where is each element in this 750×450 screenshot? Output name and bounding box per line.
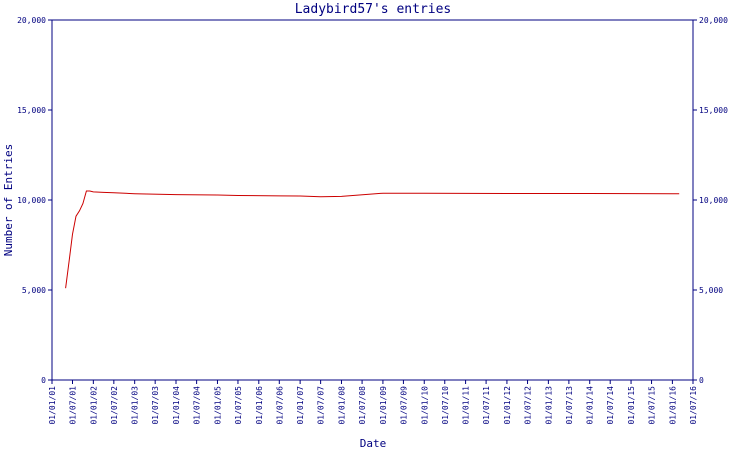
x-tick-label: 01/07/12 bbox=[524, 386, 533, 425]
y-axis-left: 0 5,000 10,000 15,000 20,000 bbox=[17, 16, 52, 385]
y-axis-label: Number of Entries bbox=[2, 144, 15, 257]
x-tick-label: 01/01/02 bbox=[89, 386, 98, 425]
x-tick-label: 01/07/01 bbox=[68, 386, 77, 425]
y-tick-label-left: 15,000 bbox=[17, 106, 46, 115]
x-tick-label: 01/01/07 bbox=[296, 386, 305, 425]
x-tick-label: 01/07/13 bbox=[565, 386, 574, 425]
y-tick-label-left: 20,000 bbox=[17, 16, 46, 25]
x-tick-label: 01/01/12 bbox=[503, 386, 512, 425]
y-tick-label-left: 10,000 bbox=[17, 196, 46, 205]
x-tick-label: 01/01/05 bbox=[213, 386, 222, 425]
y-tick-label-right: 10,000 bbox=[699, 196, 728, 205]
y-tick-label-left: 0 bbox=[41, 376, 46, 385]
y-tick-label-left: 5,000 bbox=[22, 286, 46, 295]
x-axis-label: Date bbox=[360, 437, 387, 450]
x-tick-label: 01/01/16 bbox=[668, 386, 677, 425]
x-tick-label: 01/07/14 bbox=[606, 386, 615, 425]
y-axis-right: 0 5,000 10,000 15,000 20,000 bbox=[693, 16, 728, 385]
x-tick-label: 01/01/13 bbox=[544, 386, 553, 425]
y-tick-label-right: 20,000 bbox=[699, 16, 728, 25]
x-tick-label: 01/01/10 bbox=[420, 386, 429, 425]
x-tick-label: 01/01/04 bbox=[172, 386, 181, 425]
x-tick-label: 01/01/11 bbox=[462, 386, 471, 425]
x-tick-label: 01/07/04 bbox=[193, 386, 202, 425]
series-line bbox=[65, 190, 680, 289]
x-tick-label: 01/01/09 bbox=[379, 386, 388, 425]
x-tick-label: 01/07/03 bbox=[151, 386, 160, 425]
chart-title: Ladybird57's entries bbox=[295, 2, 452, 17]
y-tick-label-right: 15,000 bbox=[699, 106, 728, 115]
x-tick-label: 01/01/14 bbox=[586, 386, 595, 425]
x-tick-label: 01/07/10 bbox=[441, 386, 450, 425]
x-tick-label: 01/01/03 bbox=[131, 386, 140, 425]
x-tick-label: 01/07/05 bbox=[234, 386, 243, 425]
x-tick-label: 01/01/06 bbox=[255, 386, 264, 425]
y-tick-label-right: 0 bbox=[699, 376, 704, 385]
x-tick-label: 01/07/07 bbox=[317, 386, 326, 425]
x-tick-label: 01/07/02 bbox=[110, 386, 119, 425]
x-tick-label: 01/01/08 bbox=[337, 386, 346, 425]
x-tick-label: 01/07/06 bbox=[275, 386, 284, 425]
x-tick-label: 01/07/16 bbox=[689, 386, 698, 425]
x-tick-label: 01/07/15 bbox=[648, 386, 657, 425]
x-tick-label: 01/07/09 bbox=[399, 386, 408, 425]
y-tick-label-right: 5,000 bbox=[699, 286, 723, 295]
x-tick-label: 01/01/15 bbox=[627, 386, 636, 425]
x-axis: 01/01/01 01/07/01 01/01/02 01/07/02 01/01/03… bbox=[48, 380, 698, 425]
x-tick-label: 01/07/08 bbox=[358, 386, 367, 425]
plot-frame bbox=[51, 19, 694, 381]
x-tick-label: 01/01/01 bbox=[48, 386, 57, 425]
x-tick-label: 01/07/11 bbox=[482, 386, 491, 425]
